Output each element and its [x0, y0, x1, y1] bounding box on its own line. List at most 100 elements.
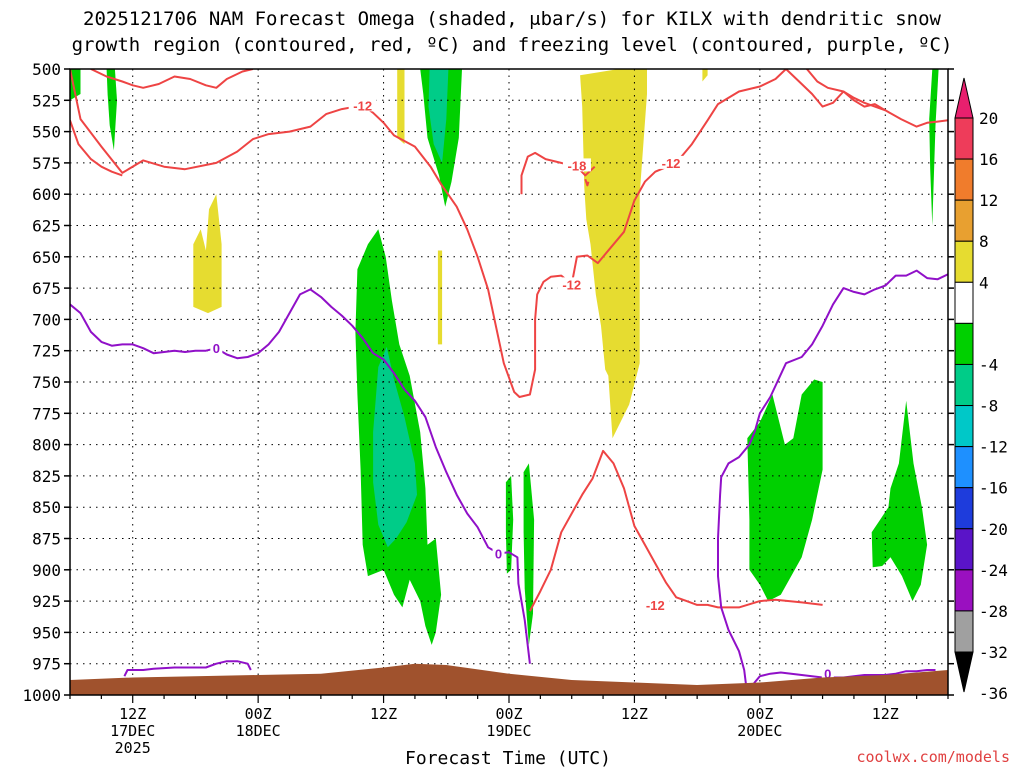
- colorbar-bin: [954, 363, 974, 407]
- y-tick-label: 550: [32, 123, 61, 142]
- colorbar-bin: [954, 158, 974, 201]
- dgz-contour-line: [90, 69, 254, 89]
- colorbar-bin: [954, 322, 974, 365]
- colorbar-label: 12: [979, 191, 998, 210]
- colorbar-label: -4: [979, 355, 998, 374]
- sinking-motion-hour60: [702, 69, 708, 82]
- upward-motion-hour82-top: [929, 69, 939, 226]
- contour-label: -12: [353, 98, 372, 113]
- chart-title-line-1: 2025121706 NAM Forecast Omega (shaded, μ…: [83, 8, 941, 30]
- x-tick-label: 12Z: [621, 705, 648, 723]
- freezing-level-contour-line: [70, 288, 531, 664]
- contour-label: -12: [646, 598, 665, 613]
- colorbar-label: 4: [979, 273, 989, 292]
- contour-label: 0: [824, 667, 831, 682]
- colorbar-label: 20: [979, 109, 998, 128]
- contour-label-background: [821, 666, 834, 680]
- y-tick-label: 800: [32, 436, 61, 455]
- colorbar-bin: [954, 569, 974, 612]
- contour-label-background: [641, 597, 670, 611]
- contour-label: 0: [213, 341, 220, 356]
- credit-text: coolwx.com/models: [856, 748, 1010, 766]
- chart-title-line-2: growth region (contoured, red, ºC) and f…: [72, 34, 953, 56]
- dgz-contour-line: [70, 119, 123, 177]
- colorbar-top-extension: [954, 77, 974, 119]
- dgz-contour-line: [70, 69, 787, 398]
- contour-label: -12: [662, 156, 681, 171]
- contour-label-background: [557, 277, 586, 291]
- contour-label: -18: [568, 158, 587, 173]
- upward-motion-hour43: [523, 463, 535, 645]
- dgz-contour-line: [785, 69, 886, 112]
- upward-motion-hour68: [747, 379, 823, 602]
- colorbar-label: 8: [979, 232, 989, 251]
- colorbar-bin: [954, 446, 974, 489]
- contour-label-background: [210, 341, 223, 355]
- dgz-contour-line: [529, 449, 823, 612]
- x-tick-label: 12Z: [370, 705, 397, 723]
- colorbar-label: -12: [979, 438, 1008, 457]
- colorbar-label: -16: [979, 479, 1008, 498]
- contour-label: 0: [495, 547, 502, 562]
- y-tick-label: 525: [32, 91, 61, 110]
- colorbar-label: -24: [979, 561, 1008, 580]
- y-tick-label: 675: [32, 279, 61, 298]
- y-tick-label: 1000: [22, 686, 61, 705]
- colorbar-label: 16: [979, 150, 998, 169]
- contour-label-background: [562, 158, 591, 172]
- y-tick-label: 925: [32, 592, 61, 611]
- colorbar-label: -20: [979, 520, 1008, 539]
- y-tick-label: 950: [32, 623, 61, 642]
- freezing-level-contour-line: [123, 660, 252, 677]
- colorbar-bin: [954, 405, 974, 448]
- y-tick-label: 725: [32, 342, 61, 361]
- y-tick-label: 575: [32, 154, 61, 173]
- colorbar-bin: [954, 610, 974, 653]
- y-tick-label: 700: [32, 310, 61, 329]
- x-tick-label: 12Z: [119, 705, 146, 723]
- y-tick-label: 600: [32, 185, 61, 204]
- y-tick-label: 825: [32, 467, 61, 486]
- x-tick-label: 00Z: [245, 705, 272, 723]
- y-axis: 500 525 550 575 600 625 650 675 700 725 750 775 800 8…: [22, 60, 954, 705]
- x-tick-label: 19DEC: [486, 722, 531, 740]
- colorbar-label: -8: [979, 397, 998, 416]
- y-tick-label: 650: [32, 248, 61, 267]
- y-tick-label: 900: [32, 561, 61, 580]
- colorbar-bin: [954, 117, 974, 160]
- sinking-motion-hour49: [580, 69, 647, 439]
- upward-motion-hour42: [505, 475, 514, 574]
- colorbar-bin: [954, 199, 974, 242]
- freezing-level-contour-line: [717, 269, 948, 695]
- plot-area: -12 -18 -12 -12 -12 0 0 0: [69, 68, 949, 696]
- x-tick-label: 12Z: [872, 705, 899, 723]
- y-tick-label: 750: [32, 373, 61, 392]
- y-tick-label: 500: [32, 60, 61, 79]
- dgz-contour-line: [806, 69, 948, 128]
- colorbar: 20 16 12 8 4 -4 -8 -12 -16 -20 -24 -28 -32 -36: [954, 77, 1008, 703]
- x-tick-label: 00Z: [495, 705, 522, 723]
- upward-motion-hour34-core: [428, 69, 449, 163]
- y-tick-label: 975: [32, 655, 61, 674]
- x-tick-label: 17DEC: [110, 722, 155, 740]
- x-tick-label: 00Z: [746, 705, 773, 723]
- contour-label-background: [657, 155, 686, 169]
- x-tick-label: 18DEC: [236, 722, 281, 740]
- x-axis-label: Forecast Time (UTC): [405, 748, 611, 768]
- colorbar-bin: [954, 487, 974, 530]
- y-tick-label: 875: [32, 530, 61, 549]
- colorbar-bin: [954, 528, 974, 571]
- upward-motion-core: [373, 346, 417, 548]
- contour-label-background: [348, 98, 377, 112]
- contour-label-background: [492, 546, 505, 560]
- y-tick-label: 775: [32, 404, 61, 423]
- upward-motion-hour4: [106, 69, 117, 151]
- sinking-motion-hour35: [437, 250, 443, 345]
- contour-label: -12: [562, 277, 581, 292]
- colorbar-bottom-extension: [954, 651, 974, 693]
- colorbar-bin: [954, 281, 974, 324]
- sinking-motion-hour30: [397, 69, 405, 145]
- colorbar-bin: [954, 240, 974, 283]
